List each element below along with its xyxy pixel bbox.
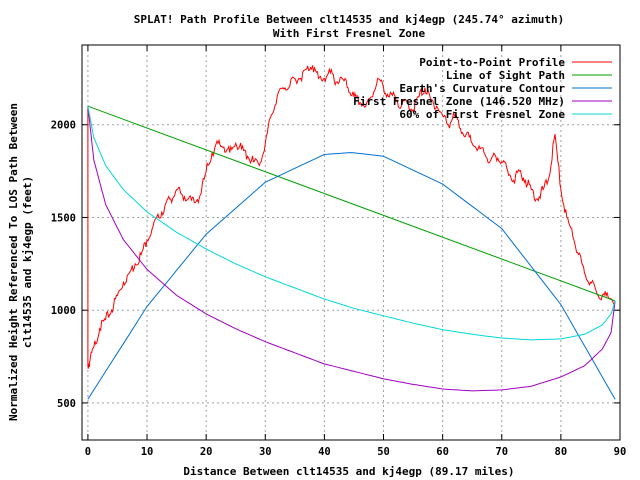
chart-title: SPLAT! Path Profile Between clt14535 and…: [134, 13, 564, 26]
chart-subtitle: With First Fresnel Zone: [273, 27, 426, 40]
series-line-line-of-sight-path: [87, 105, 616, 302]
y-tick-label: 1500: [51, 212, 76, 224]
legend-label-60-of-first-fresnel-zone: 60% of First Fresnel Zone: [399, 108, 565, 121]
y-tick-label: 2000: [51, 120, 76, 132]
y-tick-label: 500: [57, 398, 76, 410]
x-tick-label: 80: [555, 446, 568, 458]
series-line-point-to-point-profile: [87, 65, 616, 369]
y-axis-label-line2: clt14535 and kj4egp (feet): [21, 176, 34, 348]
legend-label-earth-s-curvature-contour: Earth's Curvature Contour: [399, 82, 565, 95]
x-tick-label: 60: [436, 446, 449, 458]
y-tick-label: 1000: [51, 305, 76, 317]
plot-border: [81, 44, 621, 441]
x-tick-label: 90: [614, 446, 627, 458]
series-group: [87, 65, 616, 400]
legend-label-first-fresnel-zone-146-520-mhz: First Fresnel Zone (146.520 MHz): [353, 95, 565, 108]
x-tick-label: 50: [377, 446, 390, 458]
x-tick-label: 40: [318, 446, 331, 458]
axis-ticks: 0 10 20 30 40 50 60 70 80 90 500 1000 1500 2000: [51, 45, 627, 458]
series-line-first-fresnel-zone-146-520-mhz: [87, 106, 616, 392]
x-tick-label: 10: [141, 446, 154, 458]
x-tick-label: 0: [85, 446, 91, 458]
x-axis-label: Distance Between clt14535 and kj4egp (89…: [183, 465, 514, 478]
legend-label-point-to-point-profile: Point-to-Point Profile: [419, 56, 565, 69]
x-tick-label: 70: [495, 446, 508, 458]
y-axis-label-line1: Normalized Height Referenced To LOS Path…: [7, 103, 20, 421]
x-tick-label: 30: [259, 446, 272, 458]
x-tick-label: 20: [200, 446, 213, 458]
legend-label-line-of-sight-path: Line of Sight Path: [446, 69, 565, 82]
series-line-60-of-first-fresnel-zone: [87, 106, 616, 341]
series-line-earth-s-curvature-contour: [87, 152, 616, 400]
